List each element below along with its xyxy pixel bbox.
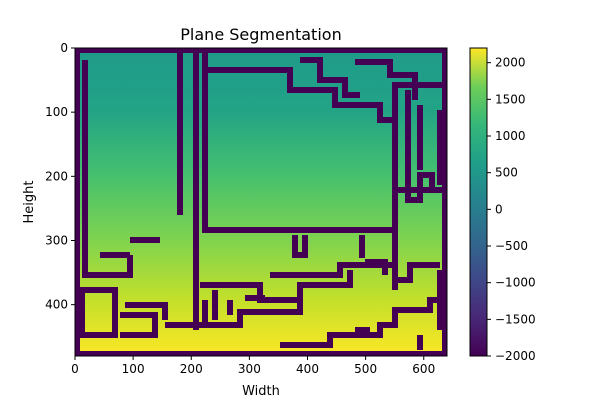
colorbar-tick-label: −2000 — [495, 349, 536, 363]
x-tick-label: 500 — [354, 362, 377, 376]
heatmap-image — [75, 48, 447, 356]
boundary-top-right — [177, 52, 445, 330]
x-tick-label: 0 — [71, 362, 79, 376]
colorbar-tick-label: 0 — [495, 202, 503, 216]
x-tick-label: 600 — [412, 362, 435, 376]
y-tick-label: 100 — [45, 105, 68, 119]
colorbar-tick-label: −500 — [495, 239, 528, 253]
colorbar-tick-label: 2000 — [495, 56, 526, 70]
boundary-middle — [82, 60, 440, 303]
x-axis: 0 100 200 300 400 500 600 — [71, 356, 435, 376]
y-axis-label: Height — [22, 181, 37, 224]
y-axis: 0 100 200 300 400 — [45, 41, 75, 312]
x-tick-label: 300 — [238, 362, 261, 376]
x-tick-label: 400 — [296, 362, 319, 376]
plane-boundaries — [75, 48, 447, 356]
x-axis-label: Width — [242, 384, 280, 399]
x-tick-label: 200 — [180, 362, 203, 376]
y-tick-label: 200 — [45, 169, 68, 183]
colorbar-tick-label: 500 — [495, 166, 518, 180]
colorbar-tick-label: 1000 — [495, 129, 526, 143]
y-tick-label: 400 — [45, 298, 68, 312]
boundary-lower — [79, 270, 445, 350]
colorbar-tick-label: −1000 — [495, 276, 536, 290]
colorbar-tick-label: −1500 — [495, 312, 536, 326]
colorbar-gradient — [469, 47, 488, 357]
colorbar: 2000 1500 1000 500 0 −500 −1000 −1500 −2000 — [469, 47, 536, 363]
colorbar-tick-label: 1500 — [495, 92, 526, 106]
chart-title: Plane Segmentation — [180, 25, 341, 44]
plot-frame — [74, 47, 448, 357]
y-tick-label: 300 — [45, 234, 68, 248]
x-tick-label: 100 — [122, 362, 145, 376]
y-tick-label: 0 — [60, 41, 68, 55]
colorbar-ticks: 2000 1500 1000 500 0 −500 −1000 −1500 −2000 — [487, 56, 536, 363]
